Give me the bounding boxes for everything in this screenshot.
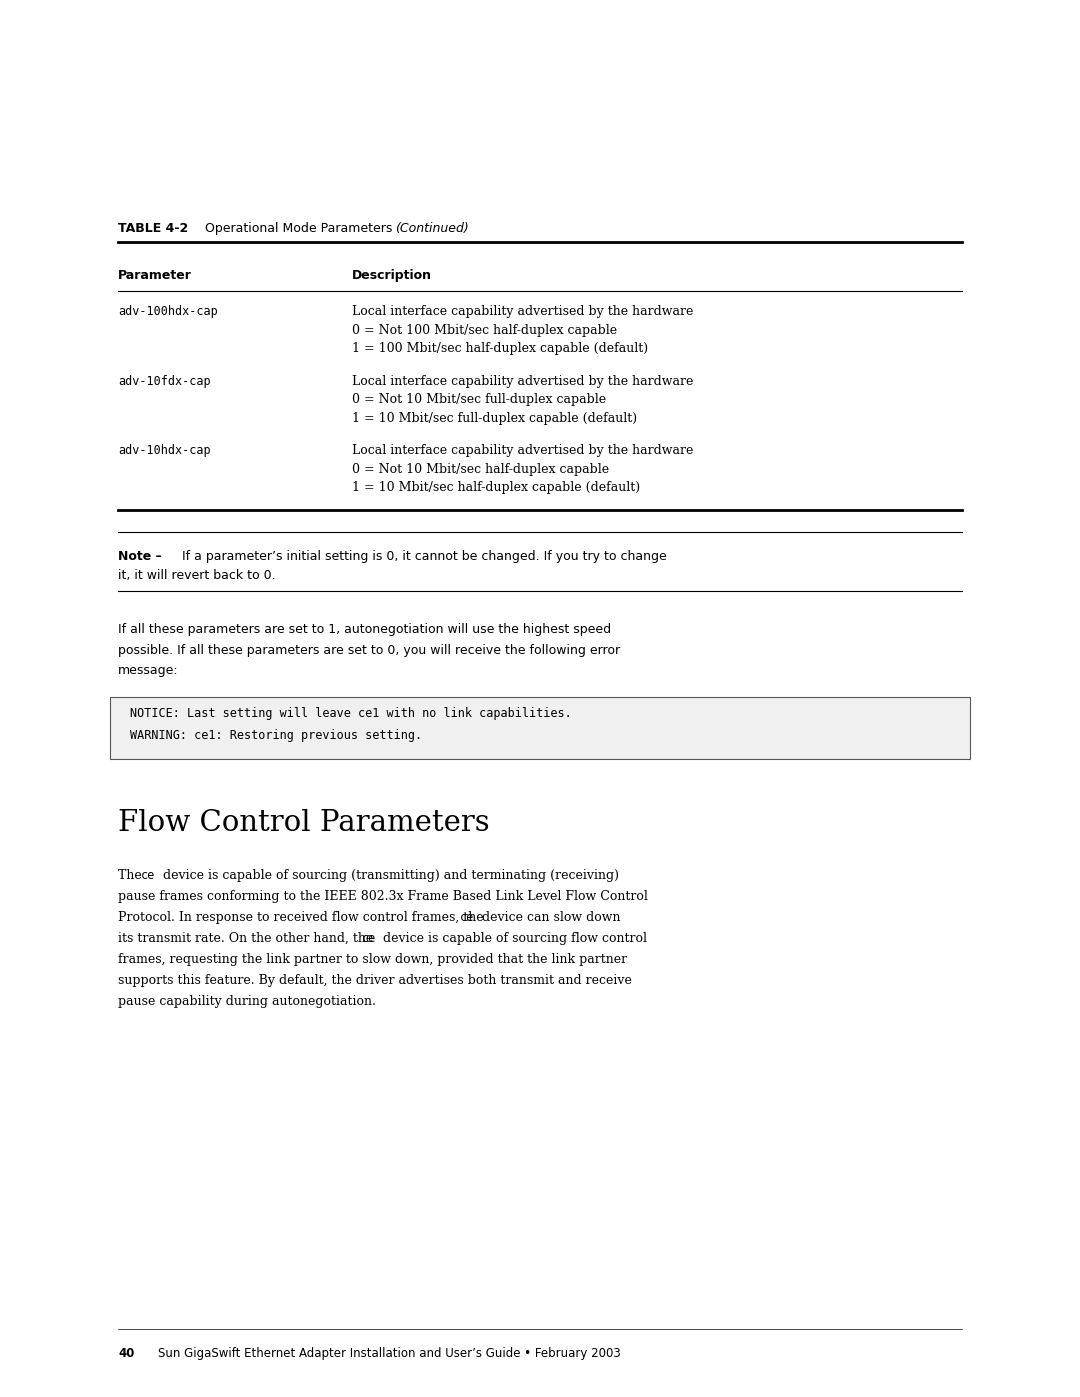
- Text: If all these parameters are set to 1, autonegotiation will use the highest speed: If all these parameters are set to 1, au…: [118, 623, 611, 636]
- Text: If a parameter’s initial setting is 0, it cannot be changed. If you try to chang: If a parameter’s initial setting is 0, i…: [178, 549, 666, 563]
- Text: device is capable of sourcing flow control: device is capable of sourcing flow contr…: [379, 932, 647, 944]
- Text: 1 = 100 Mbit/sec half-duplex capable (default): 1 = 100 Mbit/sec half-duplex capable (de…: [352, 342, 648, 355]
- Text: 0 = Not 100 Mbit/sec half-duplex capable: 0 = Not 100 Mbit/sec half-duplex capable: [352, 324, 617, 337]
- Text: 40: 40: [118, 1347, 134, 1361]
- Text: Description: Description: [352, 270, 432, 282]
- Text: adv-10fdx-cap: adv-10fdx-cap: [118, 374, 211, 387]
- Text: 0 = Not 10 Mbit/sec full-duplex capable: 0 = Not 10 Mbit/sec full-duplex capable: [352, 393, 606, 407]
- Text: Local interface capability advertised by the hardware: Local interface capability advertised by…: [352, 305, 693, 319]
- Text: Operational Mode Parameters: Operational Mode Parameters: [193, 222, 401, 235]
- Text: (Continued): (Continued): [395, 222, 469, 235]
- Text: adv-10hdx-cap: adv-10hdx-cap: [118, 444, 211, 457]
- Text: pause frames conforming to the IEEE 802.3x Frame Based Link Level Flow Control: pause frames conforming to the IEEE 802.…: [118, 890, 648, 902]
- FancyBboxPatch shape: [110, 697, 970, 759]
- Text: adv-100hdx-cap: adv-100hdx-cap: [118, 305, 218, 319]
- Text: Note –: Note –: [118, 549, 162, 563]
- Text: Local interface capability advertised by the hardware: Local interface capability advertised by…: [352, 444, 693, 457]
- Text: ce: ce: [141, 869, 156, 882]
- Text: Parameter: Parameter: [118, 270, 192, 282]
- Text: NOTICE: Last setting will leave ce1 with no link capabilities.: NOTICE: Last setting will leave ce1 with…: [130, 707, 571, 719]
- Text: Protocol. In response to received flow control frames, the: Protocol. In response to received flow c…: [118, 911, 488, 923]
- Text: it, it will revert back to 0.: it, it will revert back to 0.: [118, 569, 275, 583]
- Text: The: The: [118, 869, 146, 882]
- Text: pause capability during autonegotiation.: pause capability during autonegotiation.: [118, 995, 376, 1007]
- Text: 1 = 10 Mbit/sec half-duplex capable (default): 1 = 10 Mbit/sec half-duplex capable (def…: [352, 481, 640, 495]
- Text: Local interface capability advertised by the hardware: Local interface capability advertised by…: [352, 374, 693, 387]
- Text: its transmit rate. On the other hand, the: its transmit rate. On the other hand, th…: [118, 932, 377, 944]
- Text: device is capable of sourcing (transmitting) and terminating (receiving): device is capable of sourcing (transmitt…: [159, 869, 619, 882]
- Text: TABLE 4-2: TABLE 4-2: [118, 222, 188, 235]
- Text: 0 = Not 10 Mbit/sec half-duplex capable: 0 = Not 10 Mbit/sec half-duplex capable: [352, 462, 609, 475]
- Text: WARNING: ce1: Restoring previous setting.: WARNING: ce1: Restoring previous setting…: [130, 728, 422, 742]
- Text: frames, requesting the link partner to slow down, provided that the link partner: frames, requesting the link partner to s…: [118, 953, 627, 965]
- Text: supports this feature. By default, the driver advertises both transmit and recei: supports this feature. By default, the d…: [118, 974, 632, 986]
- Text: ce: ce: [362, 932, 376, 944]
- Text: message:: message:: [118, 664, 178, 678]
- Text: Flow Control Parameters: Flow Control Parameters: [118, 809, 489, 837]
- Text: ce: ce: [460, 911, 474, 923]
- Text: Sun GigaSwift Ethernet Adapter Installation and User’s Guide • February 2003: Sun GigaSwift Ethernet Adapter Installat…: [158, 1347, 621, 1361]
- Text: device can slow down: device can slow down: [477, 911, 620, 923]
- Text: possible. If all these parameters are set to 0, you will receive the following e: possible. If all these parameters are se…: [118, 644, 620, 657]
- Text: 1 = 10 Mbit/sec full-duplex capable (default): 1 = 10 Mbit/sec full-duplex capable (def…: [352, 412, 637, 425]
